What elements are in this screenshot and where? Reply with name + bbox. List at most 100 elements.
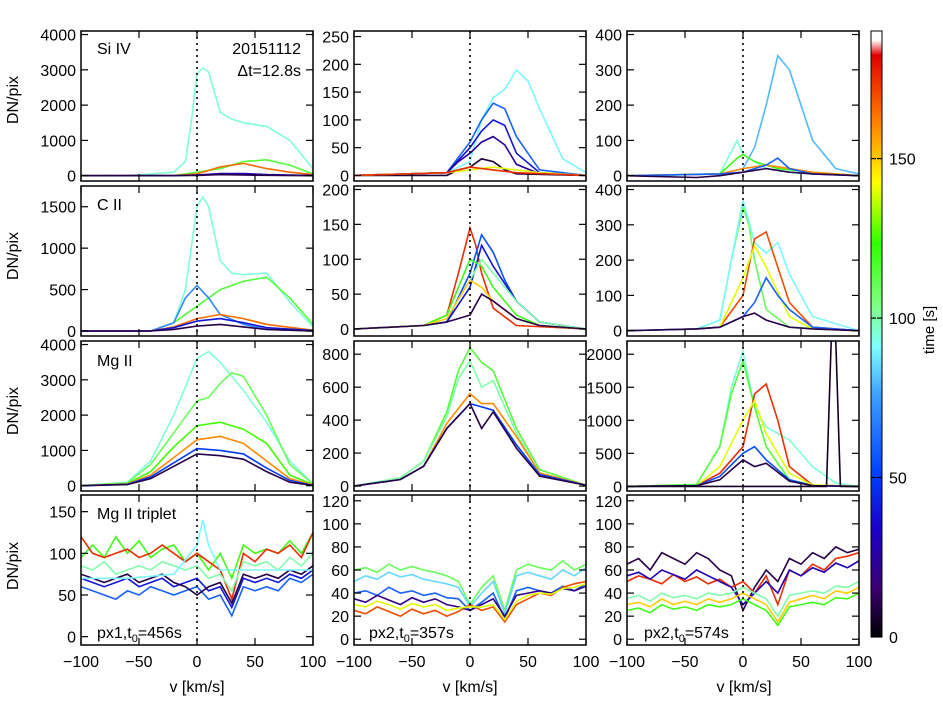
series-line-r3c1-6 [81,453,313,487]
ytick-label-r4c2: 60 [331,563,349,580]
ytick-label-r4c1: 50 [58,588,76,605]
ytick-label-r3c1: 2000 [40,408,76,425]
series-line-r2c2-4 [354,258,586,330]
series-line-r4c3-6 [627,580,859,618]
series-line-r1c3-6 [627,167,859,179]
ytick-label-r1c1: 2000 [40,98,76,115]
ytick-label-r4c3: 100 [595,517,622,534]
colorbar-label: time [s] [921,306,938,354]
series-line-r2c2-3 [354,243,586,330]
ylabel-row-2: DN/pix [5,232,22,280]
series-line-r4c3-4 [627,586,859,624]
ytick-label-r2c1: 0 [67,324,76,341]
colorbar-tick-label: 0 [889,630,898,647]
ytick-label-r1c2: 0 [340,168,349,185]
ytick-label-r4c1: 150 [49,505,76,522]
series-line-r3c2-1 [354,346,586,487]
series-line-r3c2-5 [354,402,586,487]
colorbar-tick-label: 150 [889,152,916,169]
xtick-label-r4c3: −50 [671,654,698,671]
ytick-label-r3c3: 1500 [586,380,622,397]
series-line-r1c2-1 [354,68,586,177]
ytick-label-r2c3: 300 [595,218,622,235]
ytick-label-r1c2: 100 [322,113,349,130]
ytick-label-r2c1: 1500 [40,200,76,217]
ytick-label-r4c2: 80 [331,540,349,557]
ytick-label-r2c3: 400 [595,183,622,200]
series-line-r2c3-5 [627,276,859,332]
ytick-label-r2c2: 100 [322,252,349,269]
series-line-r3c1-2 [81,371,313,487]
ytick-label-r1c1: 3000 [40,63,76,80]
ytick-label-r3c1: 1000 [40,443,76,460]
ytick-label-r1c3: 100 [595,133,622,150]
colorbar-ticks: 0 50 100 150 [871,152,916,647]
row-label-mg-ii: Mg II [97,353,133,370]
ytick-label-r3c2: 0 [340,479,349,496]
series-line-r2c2-7 [354,292,586,330]
xtick-label-r4c2: −50 [398,654,425,671]
ytick-label-r3c3: 2000 [586,347,622,364]
series-line-r3c1-1 [81,350,313,487]
ytick-label-r2c3: 100 [595,288,622,305]
ytick-label-r2c3: 0 [613,324,622,341]
ytick-label-r4c2: 120 [322,494,349,511]
series-line-r4c3-2 [627,551,859,607]
series-line-r2c1-3 [81,284,313,332]
series-line-r4c1-3 [81,552,313,593]
ytick-label-r4c3: 80 [604,540,622,557]
ytick-label-r1c3: 300 [595,63,622,80]
series-line-r1c2-7 [354,166,586,177]
ytick-label-r4c1: 100 [49,546,76,563]
series-line-r4c1-2 [81,532,313,602]
colorbar-tick-label: 100 [889,311,916,328]
series-line-r4c1-7 [81,519,313,580]
series-line-r4c1-6 [81,565,313,606]
pixel-label-col-3: px2,t0=574s [644,625,729,645]
xlabel-col-2: v [km/s] [442,679,497,696]
ytick-label-r3c2: 400 [322,413,349,430]
row-label-mg-ii-triplet: Mg II triplet [97,506,177,523]
ytick-label-r1c1: 1000 [40,133,76,150]
xtick-label-r4c2: 0 [466,654,475,671]
ytick-label-r2c2: 0 [340,322,349,339]
ytick-label-r4c3: 120 [595,494,622,511]
ytick-label-r4c2: 100 [322,517,349,534]
ytick-label-r2c2: 50 [331,287,349,304]
series-line-r3c1-4 [81,435,313,487]
pixel-label-col-1: px1,t0=456s [97,625,182,645]
xtick-label-r4c3: −100 [609,654,645,671]
ytick-label-r1c2: 200 [322,57,349,74]
series-line-r1c2-4 [354,135,586,177]
ytick-label-r3c1: 3000 [40,373,76,390]
row-label-c-ii: C II [97,197,122,214]
xtick-label-r4c3: 100 [846,654,873,671]
ytick-label-r1c2: 150 [322,85,349,102]
ytick-label-r4c2: 40 [331,586,349,603]
series-line-r2c1-6 [81,323,313,332]
ytick-label-r2c1: 500 [49,283,76,300]
ytick-label-r4c2: 0 [340,632,349,649]
ylabel-row-4: DN/pix [5,542,22,590]
series-line-r3c3-3 [627,382,859,488]
series-line-r3c1-5 [81,447,313,487]
date-label: 20151112 [232,41,301,58]
ytick-label-r1c1: 4000 [40,28,76,45]
ytick-label-r4c3: 20 [604,609,622,626]
ytick-label-r3c1: 4000 [40,338,76,355]
xtick-label-r4c1: −50 [125,654,152,671]
xtick-label-r4c1: 0 [193,654,202,671]
ylabel-row-3: DN/pix [5,387,22,435]
colorbar [870,30,883,638]
ytick-label-r4c1: 0 [67,630,76,647]
ytick-label-r1c3: 200 [595,98,622,115]
ytick-label-r3c3: 1000 [586,413,622,430]
series-line-r3c3-6 [627,458,859,488]
xtick-label-r4c1: 50 [246,654,264,671]
ytick-label-r2c2: 200 [322,182,349,199]
series-line-r1c2-2 [354,102,586,177]
ytick-label-r1c3: 0 [613,169,622,186]
ytick-label-r1c3: 400 [595,28,622,45]
series-line-r3c3-4 [627,398,859,488]
